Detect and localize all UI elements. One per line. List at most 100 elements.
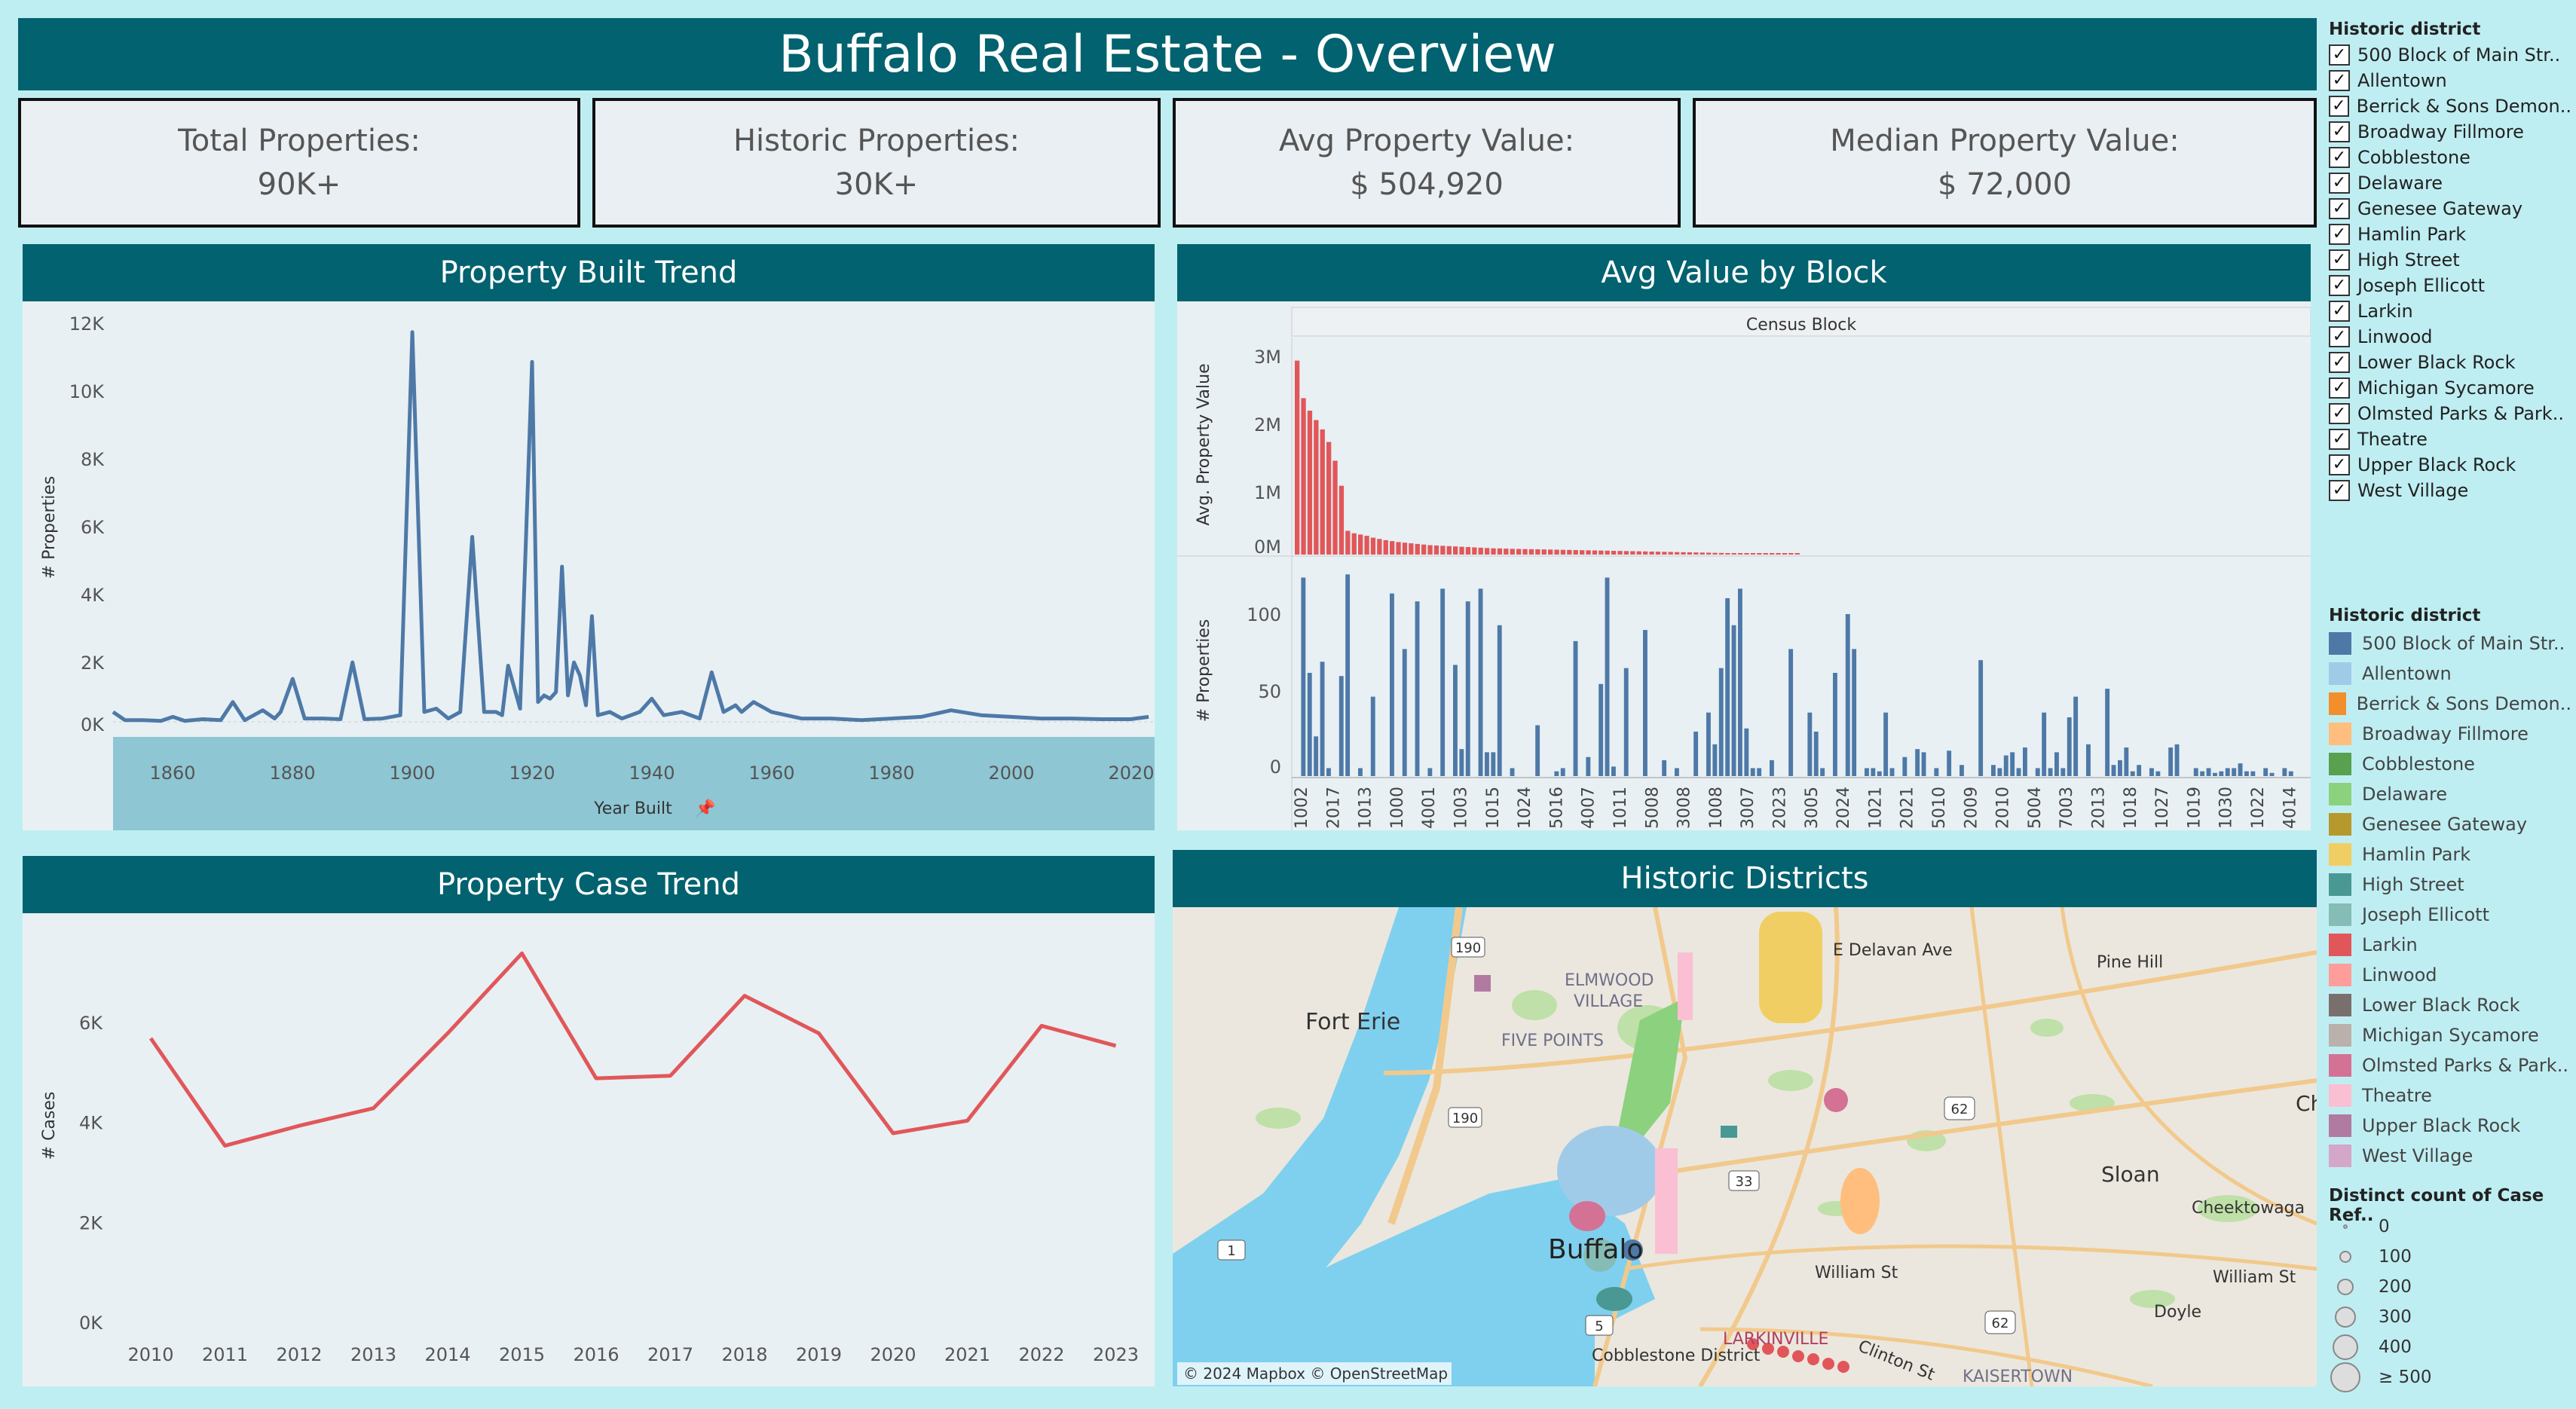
count-bar[interactable] — [1807, 712, 1813, 776]
value-bar[interactable] — [1383, 539, 1388, 555]
value-bar[interactable] — [1623, 551, 1629, 555]
value-bar[interactable] — [1338, 485, 1345, 555]
value-bar[interactable] — [1693, 552, 1699, 555]
count-bar[interactable] — [1314, 736, 1319, 776]
checkbox[interactable]: ✓ — [2329, 429, 2350, 450]
count-bar[interactable] — [2206, 768, 2211, 776]
value-bar[interactable] — [1788, 553, 1794, 555]
value-bar[interactable] — [1738, 553, 1743, 555]
count-bar[interactable] — [1725, 598, 1730, 776]
count-bar[interactable] — [2168, 747, 2174, 776]
value-bar[interactable] — [1706, 552, 1712, 555]
value-bar[interactable] — [1675, 552, 1680, 555]
value-bar[interactable] — [1345, 530, 1351, 555]
filter-item[interactable]: ✓ Lower Black Rock — [2329, 350, 2571, 375]
value-bar[interactable] — [1586, 550, 1591, 555]
value-bar[interactable] — [1592, 550, 1598, 555]
district-allentown[interactable] — [1557, 1126, 1663, 1216]
count-bar[interactable] — [2193, 768, 2198, 776]
count-bar[interactable] — [2054, 752, 2059, 776]
value-bar[interactable] — [1699, 552, 1705, 555]
value-bar[interactable] — [1421, 544, 1427, 555]
checkbox[interactable]: ✓ — [2329, 480, 2350, 501]
count-bar[interactable] — [1978, 660, 1984, 776]
legend-item[interactable]: Larkin — [2329, 930, 2571, 960]
count-bar[interactable] — [1871, 768, 1876, 776]
filter-item[interactable]: ✓ West Village — [2329, 478, 2571, 503]
value-bar[interactable] — [1776, 553, 1781, 555]
filter-item[interactable]: ✓ Delaware — [2329, 170, 2571, 196]
count-bar[interactable] — [1960, 765, 1964, 776]
count-bar[interactable] — [2042, 712, 2047, 776]
count-bar[interactable] — [2048, 768, 2053, 776]
filter-item[interactable]: ✓ Larkin — [2329, 298, 2571, 324]
count-bar[interactable] — [1623, 668, 1629, 776]
district-theatre-north[interactable] — [1678, 952, 1693, 1020]
district-olmsted-east[interactable] — [1824, 1088, 1848, 1112]
value-bar[interactable] — [1731, 553, 1736, 555]
value-bar[interactable] — [1307, 411, 1313, 555]
count-bar[interactable] — [1833, 673, 1837, 776]
value-bar[interactable] — [1681, 552, 1686, 555]
value-bar[interactable] — [1554, 549, 1559, 555]
filter-item[interactable]: ✓ 500 Block of Main Str.. — [2329, 42, 2571, 68]
legend-item[interactable]: Berrick & Sons Demon.. — [2329, 689, 2571, 719]
checkbox[interactable]: ✓ — [2329, 454, 2350, 475]
count-bar[interactable] — [2213, 772, 2217, 776]
count-bar[interactable] — [1459, 749, 1464, 776]
legend-item[interactable]: Joseph Ellicott — [2329, 900, 2571, 930]
count-bar[interactable] — [1813, 731, 1819, 776]
filter-item[interactable]: ✓ Genesee Gateway — [2329, 196, 2571, 222]
count-bar[interactable] — [2244, 771, 2249, 776]
count-bar[interactable] — [2003, 755, 2008, 776]
map-attribution[interactable]: © 2024 Mapbox © OpenStreetMap — [1183, 1365, 1448, 1383]
count-bar[interactable] — [1934, 768, 1939, 776]
legend-item[interactable]: West Village — [2329, 1141, 2571, 1171]
count-bar[interactable] — [2200, 771, 2205, 776]
count-bar[interactable] — [1453, 665, 1458, 776]
count-bar[interactable] — [1706, 712, 1711, 776]
value-bar[interactable] — [1599, 550, 1604, 555]
count-bar[interactable] — [1478, 588, 1483, 776]
district-olmsted[interactable] — [1569, 1201, 1605, 1231]
count-bar[interactable] — [2118, 760, 2122, 776]
count-bar[interactable] — [1991, 765, 1996, 776]
legend-item[interactable]: Theatre — [2329, 1080, 2571, 1111]
count-bar[interactable] — [1744, 728, 1749, 776]
count-bar[interactable] — [2086, 744, 2091, 776]
count-bar[interactable] — [1693, 731, 1699, 776]
filter-item[interactable]: ✓ Theatre — [2329, 426, 2571, 452]
value-bar[interactable] — [1782, 553, 1788, 555]
checkbox[interactable]: ✓ — [2329, 173, 2350, 194]
value-bar[interactable] — [1763, 553, 1768, 555]
value-bar[interactable] — [1611, 551, 1617, 555]
value-bar[interactable] — [1567, 549, 1572, 555]
count-bar[interactable] — [1535, 725, 1540, 776]
count-bar[interactable] — [1883, 712, 1889, 776]
value-bar[interactable] — [1573, 550, 1578, 555]
count-bar[interactable] — [1402, 649, 1407, 776]
value-bar[interactable] — [1396, 542, 1401, 555]
count-bar[interactable] — [2238, 763, 2243, 776]
count-bar[interactable] — [1845, 614, 1850, 776]
count-bar[interactable] — [1358, 768, 1363, 776]
count-bar[interactable] — [1611, 766, 1616, 776]
count-bar[interactable] — [1718, 668, 1724, 776]
count-bar[interactable] — [2010, 752, 2015, 776]
value-bar[interactable] — [1617, 551, 1623, 555]
count-bar[interactable] — [1427, 768, 1433, 776]
value-bar[interactable] — [1301, 398, 1306, 555]
count-bar[interactable] — [1852, 649, 1857, 776]
count-bar[interactable] — [1788, 649, 1794, 776]
value-bar[interactable] — [1326, 442, 1332, 555]
count-bar[interactable] — [1326, 768, 1331, 776]
value-bar[interactable] — [1504, 549, 1509, 555]
checkbox[interactable]: ✓ — [2329, 96, 2349, 117]
value-bar[interactable] — [1757, 553, 1762, 555]
legend-item[interactable]: 500 Block of Main Str.. — [2329, 628, 2571, 659]
map-canvas[interactable]: 190 190 33 62 1 5 62 Fort Erie ELMWOOD V… — [1173, 907, 2317, 1386]
count-bar[interactable] — [2060, 768, 2066, 776]
count-bar[interactable] — [2250, 771, 2256, 776]
value-bar[interactable] — [1485, 548, 1490, 555]
value-bar[interactable] — [1744, 553, 1749, 555]
